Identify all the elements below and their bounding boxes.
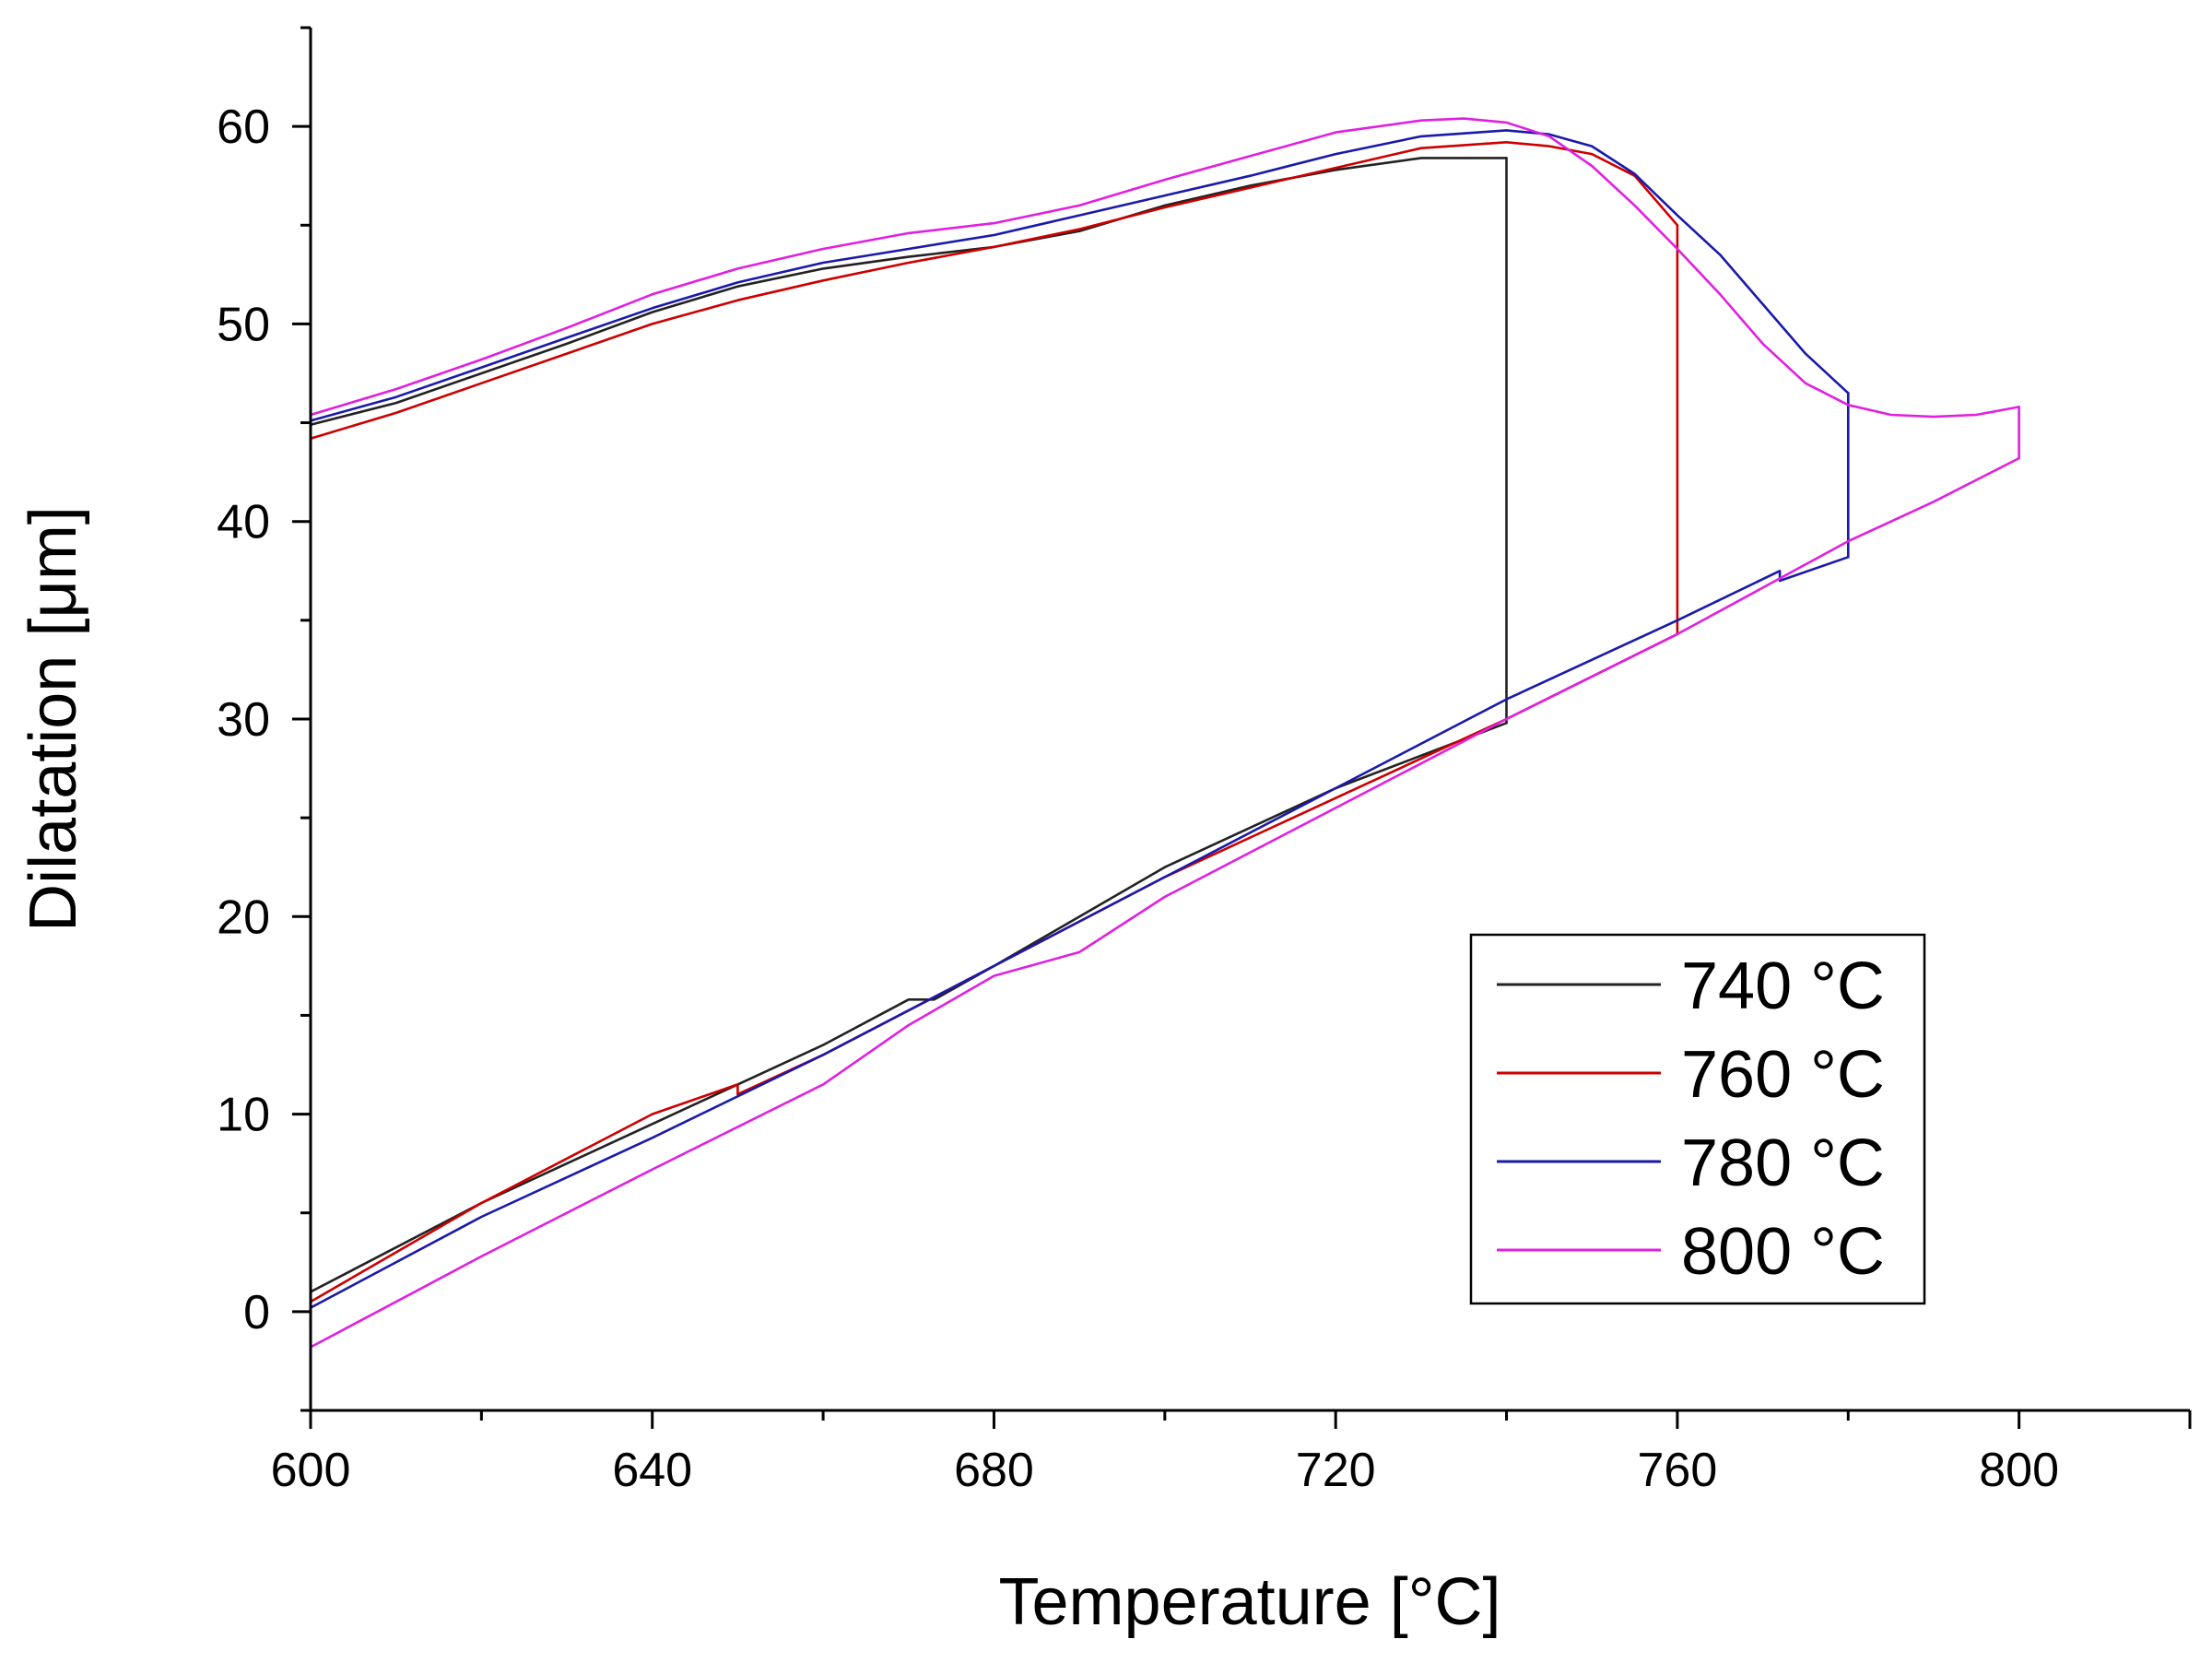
x-tick-label: 600 [271,1444,351,1497]
x-axis-title: Temperature [°C] [999,1565,1501,1639]
legend-box [1469,933,1926,1305]
series-740-heating [309,721,1508,1293]
legend-label-800: 800 °C [1681,1215,1885,1289]
legend-label-760: 760 °C [1681,1038,1885,1112]
y-axis-title: Dilatation [μm] [17,506,90,932]
series-780-heating [309,555,1850,1309]
legend: 740 °C 760 °C 780 °C 800 °C [1469,933,1926,1305]
series-800-heating [309,456,2020,1349]
y-tick-label: 50 [217,298,270,351]
series-760-cooling [309,141,1679,441]
series-layer [309,117,2020,1349]
legend-label-740: 740 °C [1681,949,1885,1023]
y-tick-label: 40 [217,496,270,549]
y-tick-label: 10 [217,1089,270,1142]
x-tick-label: 800 [1979,1444,2059,1497]
x-tick-label: 720 [1296,1444,1376,1497]
y-tick-label: 60 [217,100,270,154]
legend-label-780: 780 °C [1681,1126,1885,1200]
series-800-cooling [309,117,2020,419]
series-780-cooling [309,129,1850,422]
series-740-cooling [309,157,1508,427]
y-tick-label: 30 [217,693,270,747]
y-tick-label: 20 [217,890,270,944]
x-tick-label: 680 [954,1444,1034,1497]
ticks: 600 640 680 720 760 800 0 10 20 30 40 50 60 [217,26,2192,1497]
x-tick-label: 640 [612,1444,692,1497]
x-tick-label: 760 [1638,1444,1718,1497]
y-tick-label: 0 [243,1286,270,1339]
